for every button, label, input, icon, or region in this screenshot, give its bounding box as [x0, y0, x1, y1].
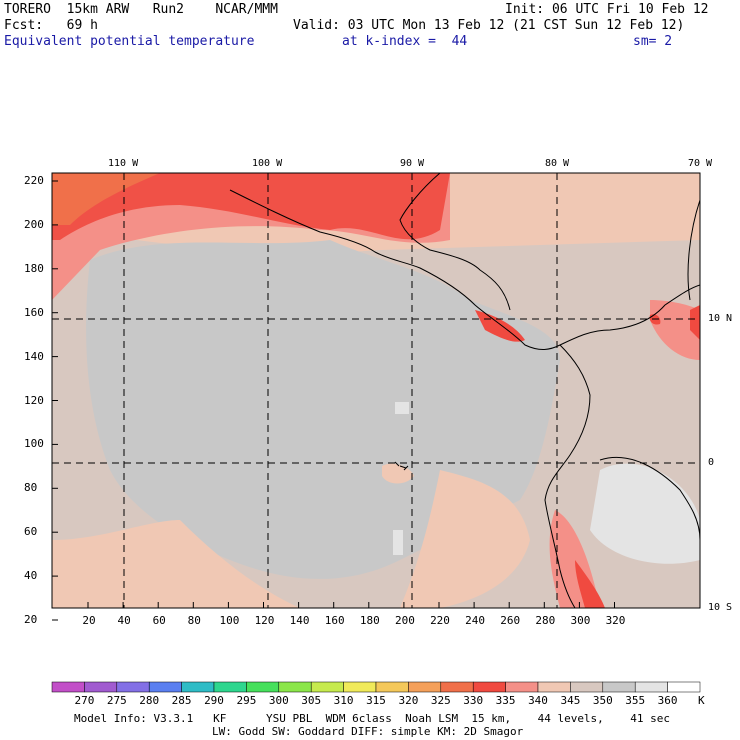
lon-label: 70 W	[688, 158, 713, 169]
y-tick-label: 120	[24, 393, 44, 407]
colorbar-unit: K	[698, 694, 705, 707]
lat-label: 10 N	[708, 313, 733, 324]
colorbar-swatch	[667, 681, 701, 693]
field-name: Equivalent potential temperature	[4, 34, 255, 49]
x-tick-label: 300	[570, 614, 591, 627]
colorbar-label: 345	[560, 694, 581, 707]
colorbar-swatch	[181, 681, 215, 693]
colorbar-swatch	[570, 681, 604, 693]
colorbar-label: 285	[171, 694, 192, 707]
colorbar-label: 360	[657, 694, 678, 707]
y-tick-label: 160	[24, 305, 44, 319]
physics-info: LW: Godd SW: Goddard DIFF: simple KM: 2D…	[212, 725, 524, 738]
y-tick-label: 100	[24, 437, 44, 451]
x-tick-label: 260	[500, 614, 521, 627]
x-tick-label: 100	[219, 614, 240, 627]
colorbar-label: 270	[74, 694, 95, 707]
forecast-hour: Fcst: 69 h	[4, 18, 98, 33]
colorbar-swatch	[408, 681, 442, 693]
lat-label: 10 S	[708, 602, 733, 613]
x-tick-label: 200	[394, 614, 415, 627]
colorbar-swatch	[440, 681, 474, 693]
colorbar-label: 315	[366, 694, 386, 707]
colorbar-swatch	[84, 681, 118, 693]
colorbar-label: 355	[625, 694, 646, 707]
colorbar-swatch	[246, 681, 280, 693]
colorbar-label: 305	[301, 694, 322, 707]
colorbar-label: 350	[592, 694, 613, 707]
colorbar-swatch	[148, 681, 182, 693]
lon-label: 110 W	[108, 158, 139, 169]
colorbar-label: 320	[398, 694, 419, 707]
y-tick-label: 60	[24, 525, 38, 539]
colorbar-swatch	[602, 681, 636, 693]
x-tick-label: 60	[152, 614, 166, 627]
y-tick-label: 80	[24, 481, 38, 495]
y-tick-label: 220	[24, 174, 44, 187]
colorbar-label: 335	[495, 694, 516, 707]
colorbar-label: 290	[204, 694, 224, 707]
x-tick-label: 80	[187, 614, 201, 627]
x-tick-label: 40	[117, 614, 131, 627]
x-tick-label: 240	[465, 614, 486, 627]
x-tick-label: 220	[430, 614, 450, 627]
colorbar-label: 310	[333, 694, 354, 707]
colorbar-swatch	[537, 681, 571, 693]
x-tick-label: 120	[254, 614, 275, 627]
level-index: at k-index = 44	[342, 34, 468, 49]
y-tick-label: 40	[24, 569, 38, 583]
colorbar-swatch	[116, 681, 150, 693]
x-tick-label: 140	[289, 614, 310, 627]
model-title: TORERO 15km ARW Run2 NCAR/MMM	[4, 2, 278, 17]
x-tick-label: 180	[359, 614, 380, 627]
colorbar-swatch	[278, 681, 312, 693]
valid-time: Valid: 03 UTC Mon 13 Feb 12 (21 CST Sun …	[293, 18, 685, 33]
colorbar-swatch	[51, 681, 85, 693]
colorbar-label: 295	[236, 694, 257, 707]
colorbar-label: 330	[463, 694, 484, 707]
colorbar-swatch	[343, 681, 377, 693]
lon-label: 90 W	[400, 158, 425, 169]
init-time: Init: 06 UTC Fri 10 Feb 12	[505, 2, 709, 17]
model-info: Model Info: V3.3.1 KF YSU PBL WDM 6class…	[74, 712, 671, 725]
colorbar-label: 300	[268, 694, 289, 707]
graticule	[52, 173, 700, 608]
y-tick-label: 140	[24, 349, 44, 363]
coastlines	[229, 173, 700, 608]
axis-ticks	[52, 180, 615, 621]
colorbar-swatch	[310, 681, 344, 693]
plot-frame	[51, 172, 701, 609]
colorbar-swatch	[505, 681, 539, 693]
y-tick-label: 20	[24, 613, 38, 626]
colorbar-swatch	[213, 681, 247, 693]
colorbar-swatch	[634, 681, 668, 693]
smoothing: sm= 2	[633, 34, 673, 49]
theta-e-field	[52, 173, 700, 608]
lat-label: 0	[708, 457, 715, 468]
colorbar-swatch	[472, 681, 506, 693]
colorbar	[51, 681, 701, 693]
y-tick-label: 180	[24, 261, 44, 275]
x-tick-label: 320	[605, 614, 626, 627]
lon-label: 80 W	[545, 158, 570, 169]
colorbar-label: 325	[430, 694, 451, 707]
y-tick-label: 200	[24, 217, 44, 231]
x-tick-label: 160	[324, 614, 345, 627]
colorbar-label: 280	[139, 694, 160, 707]
lon-label: 100 W	[252, 158, 283, 169]
x-tick-label: 280	[535, 614, 556, 627]
colorbar-label: 340	[528, 694, 548, 707]
colorbar-swatch	[375, 681, 409, 693]
colorbar-label: 275	[106, 694, 127, 707]
x-tick-label: 20	[82, 614, 96, 627]
